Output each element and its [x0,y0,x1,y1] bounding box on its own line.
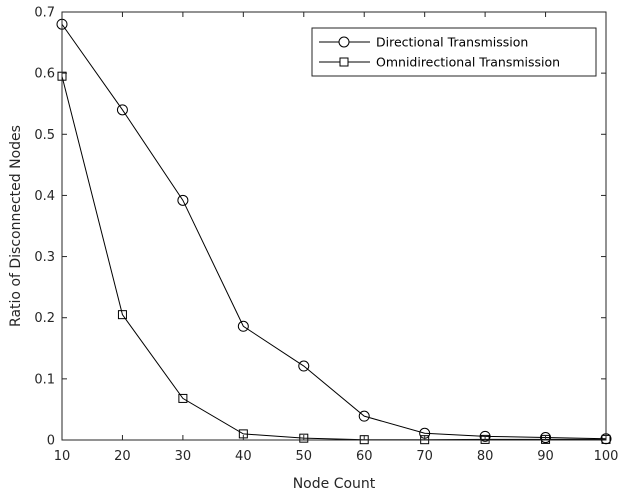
data-point-square [117,310,127,320]
legend-label: Omnidirectional Transmission [376,55,560,70]
x-tick-label: 100 [594,449,619,464]
data-point-square [299,433,309,443]
y-tick-label: 0.6 [34,67,55,82]
data-point-circle [298,360,310,372]
data-point-circle [358,410,370,422]
series-1 [56,18,612,445]
legend-marker-circle [338,36,350,48]
x-tick-label: 40 [235,449,252,464]
ticks-layer: 10 20 30 40 50 60 70 80 90 100 0 0.1 0.2 0.3 0.4 0.5 0.6… [34,6,618,465]
series-line-1 [61,23,607,440]
x-tick-label: 20 [114,449,131,464]
x-tick-label: 60 [356,449,373,464]
y-tick-label: 0.3 [34,250,55,265]
y-tick-label: 0.5 [34,128,55,143]
data-point-square [178,393,188,403]
data-point-circle [177,194,189,206]
data-point-circle [540,432,552,444]
legend-marker-square [339,57,349,67]
y-tick-label: 0.4 [34,189,55,204]
legend-entry-1: Directional Transmission [319,35,528,50]
x-tick-label: 80 [477,449,494,464]
y-tick-label: 0 [47,434,55,449]
series-layer [56,18,612,445]
y-axis-label: Ratio of Disconnected Nodes [8,125,24,327]
y-tick-label: 0.1 [34,372,55,387]
data-point-circle [237,320,249,332]
legend: Directional Transmission Omnidirectional … [311,27,597,77]
axes-box [61,11,607,441]
axes-layer [61,11,607,441]
x-tick-label: 90 [537,449,554,464]
x-tick-label: 30 [175,449,192,464]
x-axis-label: Node Count [293,476,376,492]
series-line-2 [61,76,606,441]
data-point-circle [479,430,491,442]
y-tick-label: 0.7 [34,6,55,21]
data-point-circle [116,104,128,116]
plot-area [62,12,606,440]
legend-entry-2: Omnidirectional Transmission [319,55,560,70]
legend-box [311,27,597,77]
x-tick-label: 10 [54,449,71,464]
y-tick-label: 0.2 [34,311,55,326]
legend-label: Directional Transmission [376,35,528,50]
x-tick-label: 70 [416,449,433,464]
x-tick-label: 50 [296,449,313,464]
